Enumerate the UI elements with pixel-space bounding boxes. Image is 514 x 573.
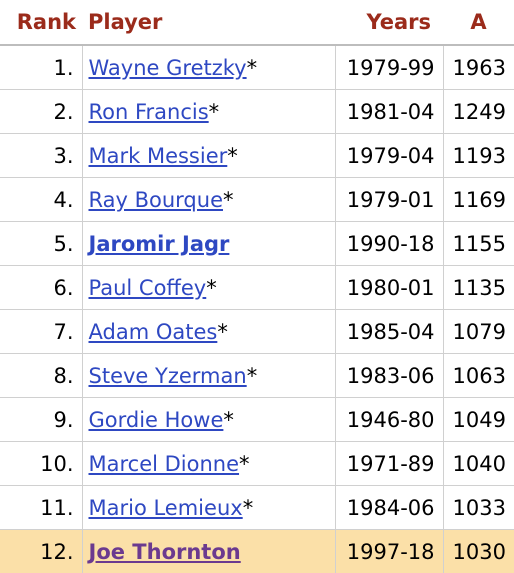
- table-row: 5. Jaromir Jagr 1990-18 1155: [0, 222, 514, 266]
- assists-cell: 1135: [443, 266, 514, 310]
- player-link[interactable]: Adam Oates: [89, 320, 218, 344]
- years-cell: 1980-01: [335, 266, 443, 310]
- table-row: 2. Ron Francis* 1981-04 1249: [0, 90, 514, 134]
- years-cell: 1990-18: [335, 222, 443, 266]
- table-header-row: Rank Player Years A: [0, 0, 514, 45]
- table-row: 4. Ray Bourque* 1979-01 1169: [0, 178, 514, 222]
- player-link[interactable]: Gordie Howe: [89, 408, 224, 432]
- player-cell: Marcel Dionne*: [82, 442, 335, 486]
- assists-cell: 1033: [443, 486, 514, 530]
- player-link[interactable]: Mark Messier: [89, 144, 228, 168]
- table-row: 6. Paul Coffey* 1980-01 1135: [0, 266, 514, 310]
- years-cell: 1981-04: [335, 90, 443, 134]
- player-cell: Gordie Howe*: [82, 398, 335, 442]
- assists-cell: 1040: [443, 442, 514, 486]
- hall-of-fame-marker: *: [223, 188, 234, 212]
- table-row: 7. Adam Oates* 1985-04 1079: [0, 310, 514, 354]
- player-link[interactable]: Marcel Dionne: [89, 452, 240, 476]
- player-link[interactable]: Steve Yzerman: [89, 364, 247, 388]
- assists-cell: 1079: [443, 310, 514, 354]
- assists-cell: 1193: [443, 134, 514, 178]
- column-header-player[interactable]: Player: [82, 0, 335, 45]
- player-cell: Steve Yzerman*: [82, 354, 335, 398]
- assists-cell: 1049: [443, 398, 514, 442]
- player-cell: Wayne Gretzky*: [82, 45, 335, 90]
- player-cell: Mark Messier*: [82, 134, 335, 178]
- assists-cell: 1249: [443, 90, 514, 134]
- rank-cell: 4.: [0, 178, 82, 222]
- rank-cell: 10.: [0, 442, 82, 486]
- years-cell: 1979-04: [335, 134, 443, 178]
- years-cell: 1984-06: [335, 486, 443, 530]
- player-link[interactable]: Mario Lemieux: [89, 496, 243, 520]
- player-link[interactable]: Wayne Gretzky: [89, 56, 247, 80]
- hall-of-fame-marker: *: [217, 320, 228, 344]
- years-cell: 1971-89: [335, 442, 443, 486]
- rank-cell: 7.: [0, 310, 82, 354]
- years-cell: 1979-01: [335, 178, 443, 222]
- player-cell: Joe Thornton: [82, 530, 335, 573]
- player-cell: Mario Lemieux*: [82, 486, 335, 530]
- player-cell: Ron Francis*: [82, 90, 335, 134]
- years-cell: 1983-06: [335, 354, 443, 398]
- player-cell: Paul Coffey*: [82, 266, 335, 310]
- rank-cell: 12.: [0, 530, 82, 573]
- rank-cell: 3.: [0, 134, 82, 178]
- player-cell: Adam Oates*: [82, 310, 335, 354]
- player-link[interactable]: Joe Thornton: [89, 540, 241, 564]
- table-row: 11. Mario Lemieux* 1984-06 1033: [0, 486, 514, 530]
- years-cell: 1946-80: [335, 398, 443, 442]
- table-row: 8. Steve Yzerman* 1983-06 1063: [0, 354, 514, 398]
- hall-of-fame-marker: *: [243, 496, 254, 520]
- hall-of-fame-marker: *: [239, 452, 250, 476]
- rank-cell: 11.: [0, 486, 82, 530]
- column-header-years[interactable]: Years: [335, 0, 443, 45]
- hall-of-fame-marker: *: [227, 144, 238, 168]
- column-header-rank[interactable]: Rank: [0, 0, 82, 45]
- player-link[interactable]: Ron Francis: [89, 100, 209, 124]
- assists-cell: 1169: [443, 178, 514, 222]
- column-header-assists[interactable]: A: [443, 0, 514, 45]
- player-cell: Jaromir Jagr: [82, 222, 335, 266]
- rank-cell: 9.: [0, 398, 82, 442]
- assists-cell: 1963: [443, 45, 514, 90]
- player-link[interactable]: Jaromir Jagr: [89, 232, 230, 256]
- table-row: 3. Mark Messier* 1979-04 1193: [0, 134, 514, 178]
- table-row: 10. Marcel Dionne* 1971-89 1040: [0, 442, 514, 486]
- rank-cell: 8.: [0, 354, 82, 398]
- rank-cell: 6.: [0, 266, 82, 310]
- assists-cell: 1030: [443, 530, 514, 573]
- hall-of-fame-marker: *: [209, 100, 220, 124]
- rank-cell: 2.: [0, 90, 82, 134]
- table-row: 1. Wayne Gretzky* 1979-99 1963: [0, 45, 514, 90]
- hall-of-fame-marker: *: [223, 408, 234, 432]
- table-row-highlighted: 12. Joe Thornton 1997-18 1030: [0, 530, 514, 573]
- hall-of-fame-marker: *: [206, 276, 217, 300]
- hall-of-fame-marker: *: [247, 364, 258, 388]
- years-cell: 1997-18: [335, 530, 443, 573]
- years-cell: 1985-04: [335, 310, 443, 354]
- player-cell: Ray Bourque*: [82, 178, 335, 222]
- player-link[interactable]: Ray Bourque: [89, 188, 224, 212]
- assists-cell: 1155: [443, 222, 514, 266]
- hall-of-fame-marker: *: [247, 56, 258, 80]
- rank-cell: 5.: [0, 222, 82, 266]
- table-row: 9. Gordie Howe* 1946-80 1049: [0, 398, 514, 442]
- player-link[interactable]: Paul Coffey: [89, 276, 207, 300]
- assists-cell: 1063: [443, 354, 514, 398]
- rank-cell: 1.: [0, 45, 82, 90]
- years-cell: 1979-99: [335, 45, 443, 90]
